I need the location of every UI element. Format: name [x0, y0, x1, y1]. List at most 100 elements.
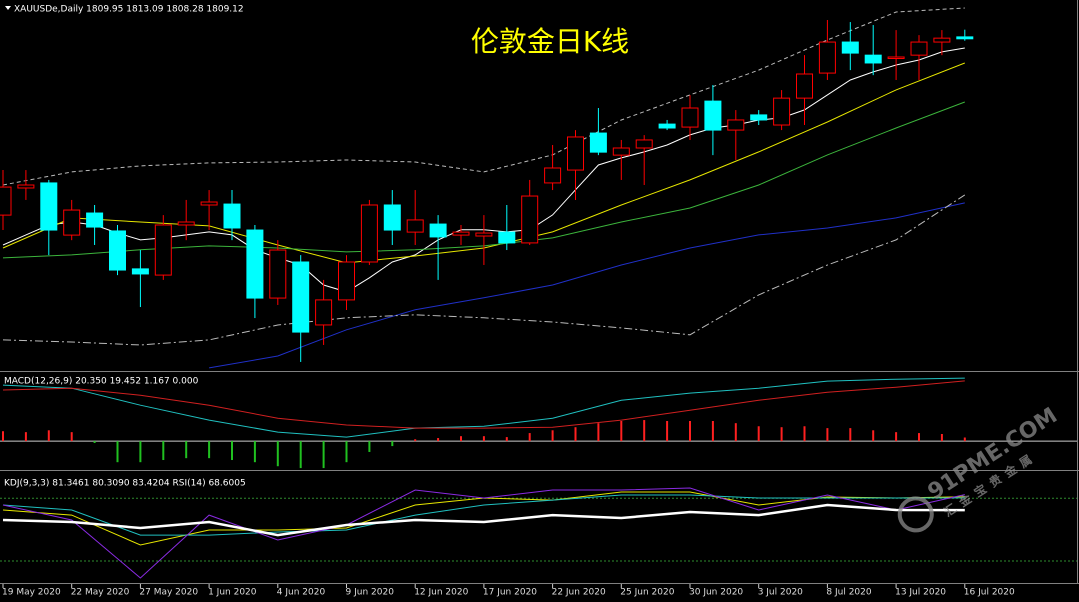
- x-tick-label: 19 May 2020: [2, 588, 61, 598]
- candle-body: [360, 204, 378, 263]
- candle-body: [887, 56, 905, 59]
- x-tick-label: 13 Jul 2020: [895, 588, 946, 598]
- histogram-bar: [895, 432, 898, 442]
- histogram-bar: [620, 421, 623, 442]
- histogram-bar: [460, 436, 462, 442]
- candle-body: [498, 231, 516, 244]
- candle-body: [269, 249, 287, 299]
- indicator-line: [2, 380, 965, 429]
- histogram-bar: [345, 441, 348, 463]
- histogram-bar: [276, 441, 279, 467]
- histogram-bar: [253, 441, 256, 463]
- x-tick-label: 22 Jun 2020: [552, 588, 606, 598]
- candle-body: [796, 73, 813, 99]
- x-tick-label: 22 May 2020: [71, 588, 130, 598]
- symbol-icon: [5, 6, 11, 10]
- macd-header: MACD(12,26,9) 20.350 19.452 1.167 0.000: [4, 377, 199, 387]
- x-tick-label: 30 Jun 2020: [689, 588, 743, 598]
- candle-body: [727, 119, 745, 131]
- candle-body: [612, 147, 630, 156]
- histogram-bar: [24, 432, 27, 442]
- histogram-bar: [528, 433, 531, 442]
- histogram-bar: [551, 430, 554, 442]
- histogram-bar: [803, 426, 806, 442]
- histogram-bar: [437, 438, 440, 442]
- watermark-logo: [897, 496, 934, 533]
- indicator-line: [209, 202, 965, 369]
- histogram-bar: [689, 421, 691, 442]
- x-tick-label: 17 Jun 2020: [483, 588, 537, 598]
- indicator-line: [2, 377, 965, 438]
- kdj-header: KDJ(9,3,3) 81.3461 80.3090 83.4204 RSI(1…: [4, 479, 246, 489]
- histogram-bar: [574, 427, 577, 442]
- candle-body: [315, 299, 333, 326]
- histogram-bar: [826, 428, 829, 442]
- candle-body: [475, 232, 493, 237]
- histogram-bar: [47, 430, 50, 442]
- x-tick-label: 8 Jul 2020: [826, 588, 871, 598]
- histogram-bar: [414, 439, 417, 442]
- histogram-bar: [780, 427, 783, 442]
- candle-body: [63, 209, 81, 236]
- histogram-bar: [162, 441, 165, 461]
- histogram-bar: [368, 441, 371, 452]
- histogram-bar: [940, 434, 943, 442]
- histogram-bar: [597, 423, 600, 442]
- x-tick-label: 25 Jun 2020: [620, 588, 674, 598]
- candle-body: [933, 37, 951, 43]
- histogram-bar: [139, 441, 142, 463]
- candle-body: [109, 230, 126, 271]
- candle-body: [383, 204, 401, 231]
- histogram-bar: [70, 432, 73, 442]
- histogram-bar: [849, 428, 852, 442]
- histogram-bar: [391, 441, 394, 447]
- indicator-line: [2, 7, 965, 186]
- symbol-header: XAUUSDe,Daily 1809.95 1813.09 1808.28 18…: [14, 5, 244, 15]
- indicator-line: [2, 494, 965, 536]
- candle-body: [86, 212, 104, 228]
- candle-body: [704, 100, 722, 131]
- candle-body: [292, 261, 310, 333]
- candle-body: [200, 201, 218, 206]
- x-tick-label: 27 May 2020: [139, 588, 198, 598]
- candle-body: [658, 123, 676, 129]
- candle-body: [177, 221, 195, 226]
- candle-body: [452, 231, 470, 236]
- candle-body: [131, 268, 149, 275]
- candle-body: [544, 167, 562, 184]
- histogram-bar: [116, 441, 119, 463]
- candle-body: [910, 41, 928, 56]
- indicator-line: [2, 487, 965, 579]
- candle-body: [17, 184, 35, 189]
- candle-body: [429, 223, 447, 238]
- candle-body: [406, 219, 424, 233]
- candle-body: [40, 182, 58, 231]
- indicator-line: [2, 503, 965, 537]
- histogram-bar: [711, 421, 714, 442]
- histogram-bar: [872, 430, 875, 442]
- candle-body: [0, 186, 12, 216]
- indicator-line: [2, 194, 966, 346]
- kdj-panel: [0, 487, 1077, 579]
- price-panel: [0, 7, 974, 369]
- candle-body: [589, 132, 607, 153]
- histogram-bar: [734, 423, 737, 442]
- histogram-bar: [185, 441, 188, 459]
- chart-title: 伦敦金日K线: [471, 25, 629, 58]
- candle-body: [864, 54, 882, 64]
- histogram-bar: [299, 441, 302, 469]
- x-tick-label: 1 Jun 2020: [208, 588, 257, 598]
- histogram-bar: [93, 441, 96, 443]
- histogram-bar: [963, 437, 966, 442]
- panel-borders: [0, 0, 1079, 584]
- histogram-bar: [757, 426, 760, 442]
- candle-body: [818, 41, 836, 74]
- histogram-bar: [666, 421, 669, 442]
- histogram-bar: [208, 441, 211, 459]
- x-tick-label: 3 Jul 2020: [758, 588, 803, 598]
- candle-body: [681, 107, 699, 128]
- candle-body: [773, 97, 791, 126]
